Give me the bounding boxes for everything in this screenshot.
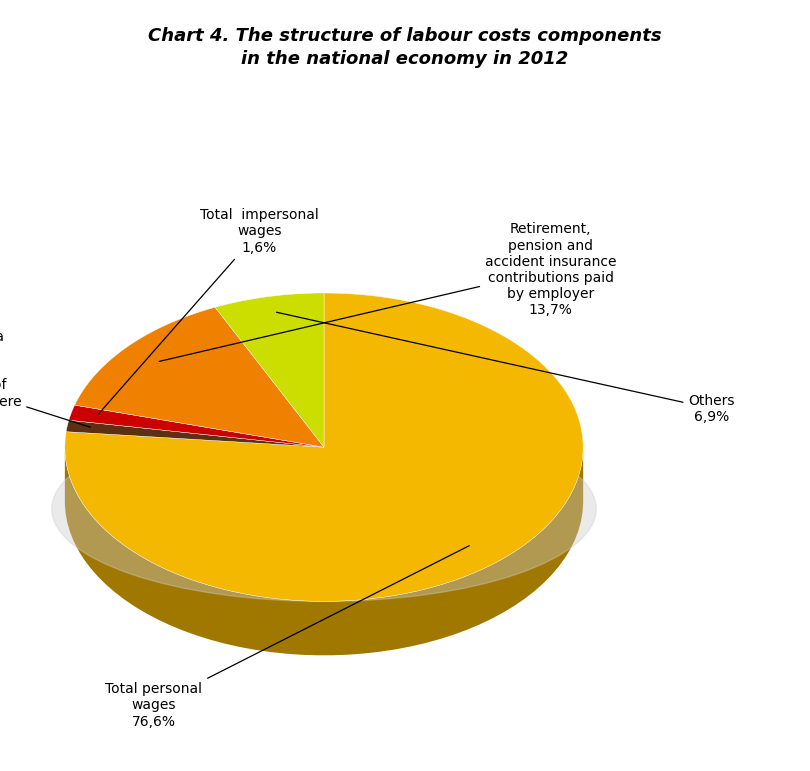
Text: in the national economy in 2012: in the national economy in 2012	[241, 50, 569, 68]
Text: Total personal
wages
76,6%: Total personal wages 76,6%	[105, 546, 469, 729]
Text: Retirement,
pension and
accident insurance
contributions paid
by employer
13,7%: Retirement, pension and accident insuran…	[160, 222, 616, 362]
Polygon shape	[75, 308, 324, 447]
Polygon shape	[215, 293, 324, 447]
Ellipse shape	[52, 416, 596, 601]
Text: Others
6,9%: Others 6,9%	[276, 312, 735, 424]
Polygon shape	[65, 293, 583, 601]
Polygon shape	[65, 449, 583, 655]
Polygon shape	[66, 420, 324, 447]
Text: Annual extra
wages and
salaries for
employees of
budgetary sphere
entities
1,2%: Annual extra wages and salaries for empl…	[0, 330, 90, 441]
Polygon shape	[69, 405, 324, 447]
Text: Total  impersonal
wages
1,6%: Total impersonal wages 1,6%	[99, 208, 318, 414]
Text: Chart 4. The structure of labour costs components: Chart 4. The structure of labour costs c…	[148, 27, 662, 45]
